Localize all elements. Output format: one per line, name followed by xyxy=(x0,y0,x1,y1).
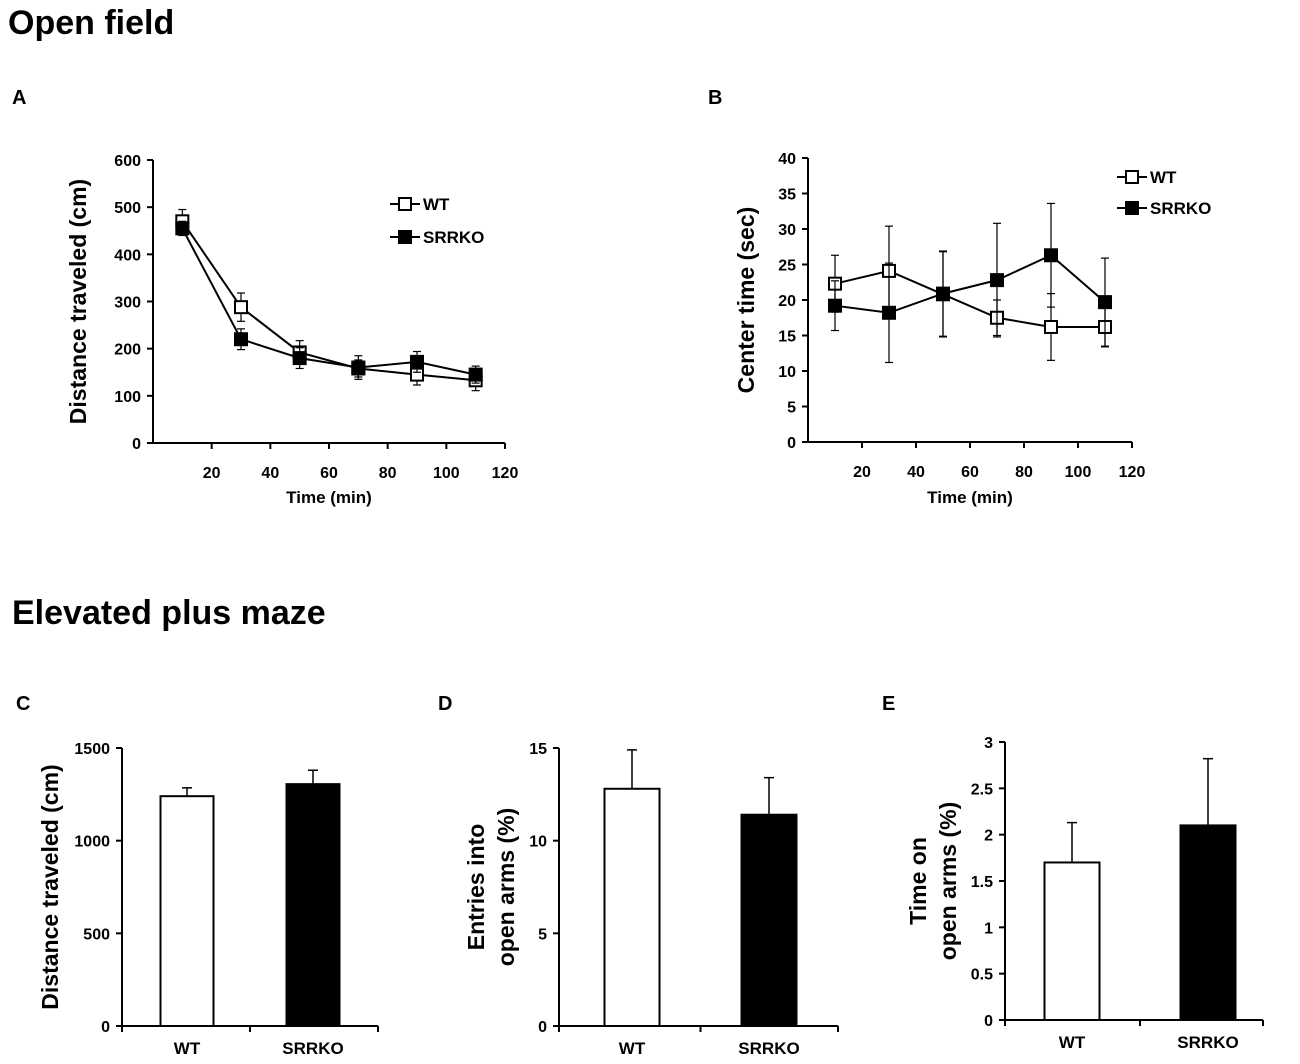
y-tick-label-b: 25 xyxy=(778,258,796,275)
x-tick-label-b: 120 xyxy=(1119,464,1146,481)
y-axis-title-c: Distance traveled (cm) xyxy=(37,764,63,1009)
y-tick-label-b: 0 xyxy=(787,435,796,452)
y-tick-label-a: 300 xyxy=(114,295,141,312)
panel-letter-d: D xyxy=(438,693,453,715)
data-point-wt-a xyxy=(234,300,248,315)
y-tick-label-a: 500 xyxy=(114,200,141,217)
y-tick-label-c: 1500 xyxy=(74,741,110,758)
data-point-srrko-a xyxy=(468,367,483,382)
x-tick-label-a: 100 xyxy=(433,465,460,482)
legend-marker-srrko-a xyxy=(398,230,412,244)
data-point-srrko-b xyxy=(828,298,842,313)
y-tick-label-c: 1000 xyxy=(74,834,110,851)
x-tick-label-a: 120 xyxy=(492,465,519,482)
y-tick-label-e: 1.5 xyxy=(971,874,993,891)
y-axis-title-a: Distance traveled (cm) xyxy=(65,179,91,424)
data-point-srrko-a xyxy=(234,332,248,347)
panel-letter-b: B xyxy=(708,87,723,109)
category-label-wt-d: WT xyxy=(619,1039,646,1058)
y-tick-label-b: 20 xyxy=(778,293,796,310)
x-tick-label-b: 20 xyxy=(853,464,871,481)
category-label-srrko-e: SRRKO xyxy=(1177,1033,1238,1052)
y-tick-label-e: 0 xyxy=(984,1013,993,1030)
y-tick-label-b: 35 xyxy=(778,187,796,204)
y-tick-label-b: 30 xyxy=(778,222,796,239)
y-tick-label-e: 3 xyxy=(984,735,993,752)
legend-label-wt-b: WT xyxy=(1150,168,1177,187)
category-label-srrko-d: SRRKO xyxy=(738,1039,799,1058)
x-tick-label-b: 60 xyxy=(961,464,979,481)
x-axis-title-a: Time (min) xyxy=(286,488,372,507)
y-tick-label-a: 0 xyxy=(132,436,141,453)
legend-label-srrko-a: SRRKO xyxy=(423,228,484,247)
y-tick-label-b: 40 xyxy=(778,151,796,168)
y-tick-label-a: 100 xyxy=(114,389,141,406)
legend-marker-wt-b xyxy=(1125,170,1139,184)
series-line-srrko-b xyxy=(834,254,1106,314)
x-tick-label-a: 20 xyxy=(203,465,221,482)
x-tick-label-b: 80 xyxy=(1015,464,1033,481)
category-label-wt-c: WT xyxy=(174,1039,201,1058)
legend-label-wt-a: WT xyxy=(423,195,450,214)
x-tick-label-a: 40 xyxy=(261,465,279,482)
category-label-wt-e: WT xyxy=(1059,1033,1086,1052)
y-tick-label-b: 5 xyxy=(787,400,796,417)
data-point-srrko-a xyxy=(175,221,190,236)
y-tick-label-d: 15 xyxy=(529,741,547,758)
series-line-wt-a xyxy=(181,220,476,382)
y-tick-label-d: 10 xyxy=(529,834,547,851)
x-tick-label-a: 80 xyxy=(379,465,397,482)
y-axis-title-e: Time on xyxy=(905,837,931,925)
y-tick-label-c: 500 xyxy=(83,926,110,943)
y-tick-label-a: 600 xyxy=(114,153,141,170)
x-axis-title-b: Time (min) xyxy=(927,488,1013,507)
y-tick-label-c: 0 xyxy=(101,1019,110,1036)
bar-srrko-c xyxy=(285,783,341,1028)
y-tick-label-e: 2.5 xyxy=(971,781,993,798)
y-tick-label-b: 15 xyxy=(778,329,796,346)
section-title-open-field: Open field xyxy=(8,4,175,42)
legend-marker-wt-a xyxy=(398,197,412,211)
data-point-wt-b xyxy=(1044,319,1058,334)
y-tick-label-e: 0.5 xyxy=(971,967,993,984)
data-point-srrko-a xyxy=(410,354,424,369)
x-tick-label-b: 100 xyxy=(1065,464,1092,481)
y-tick-label-b: 10 xyxy=(778,364,796,381)
y-axis-title-d: Entries into xyxy=(463,824,489,951)
panel-letter-e: E xyxy=(882,693,896,715)
y-tick-label-a: 200 xyxy=(114,342,141,359)
bar-srrko-e xyxy=(1179,824,1237,1022)
series-line-srrko-a xyxy=(181,227,476,376)
legend-label-srrko-b: SRRKO xyxy=(1150,199,1211,218)
panel-letter-a: A xyxy=(12,87,27,109)
data-point-srrko-b xyxy=(1098,295,1112,310)
legend-marker-srrko-b xyxy=(1125,201,1139,215)
data-point-srrko-b xyxy=(936,286,950,301)
y-axis-title-b: Center time (sec) xyxy=(733,207,759,394)
bar-srrko-d xyxy=(740,813,798,1027)
data-point-srrko-a xyxy=(292,351,307,366)
y-tick-label-d: 0 xyxy=(538,1019,547,1036)
bar-wt-d xyxy=(603,787,661,1027)
data-point-srrko-b xyxy=(882,305,896,320)
y-axis-title-e: open arms (%) xyxy=(935,802,961,960)
category-label-srrko-c: SRRKO xyxy=(282,1039,343,1058)
data-point-srrko-a xyxy=(351,360,366,375)
panel-letter-c: C xyxy=(16,693,31,715)
data-point-srrko-b xyxy=(990,273,1004,288)
bar-wt-e xyxy=(1043,861,1101,1022)
bar-wt-c xyxy=(159,795,215,1027)
series-line-wt-b xyxy=(834,269,1105,328)
y-tick-label-d: 5 xyxy=(538,926,547,943)
y-axis-title-d: open arms (%) xyxy=(493,808,519,966)
y-tick-label-e: 1 xyxy=(984,920,993,937)
x-tick-label-a: 60 xyxy=(320,465,338,482)
x-tick-label-b: 40 xyxy=(907,464,925,481)
y-tick-label-a: 400 xyxy=(114,247,141,264)
section-title-elevated-plus-maze: Elevated plus maze xyxy=(12,594,326,632)
y-tick-label-e: 2 xyxy=(984,828,993,845)
data-point-srrko-b xyxy=(1044,248,1058,263)
